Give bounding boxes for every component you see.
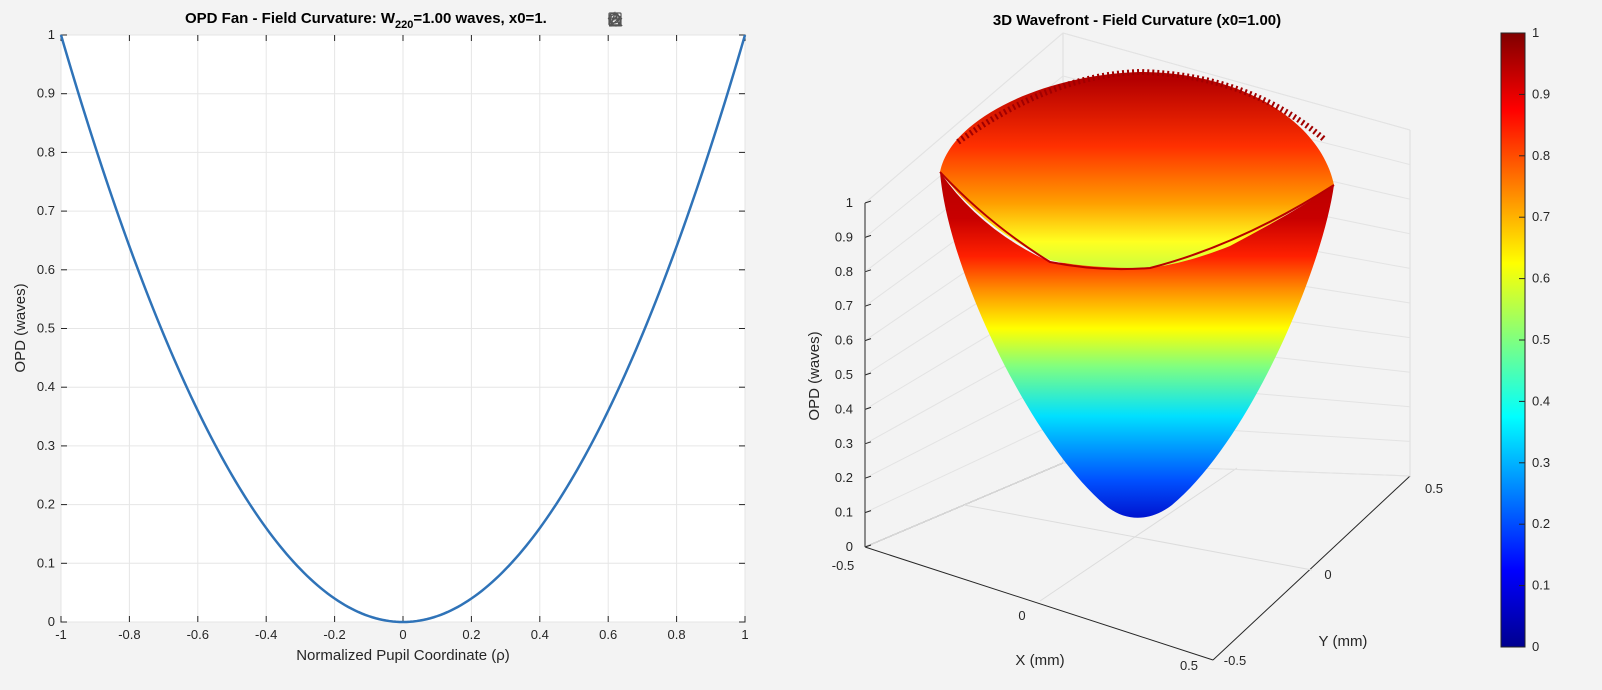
z-tick-labels: 0 0.1 0.2 0.3 0.4 0.5 0.6 0.7 0.8 0.9 1 xyxy=(835,195,853,554)
x-tick-labels: -0.5 0 0.5 xyxy=(832,558,1198,673)
y-tick-label: 0.7 xyxy=(37,203,55,218)
x-tick-label: 0 xyxy=(399,627,406,642)
z-grid-line xyxy=(864,32,1064,204)
z-tick-label: 0.8 xyxy=(835,264,853,279)
colorbar-tick-label: 0.9 xyxy=(1532,86,1550,101)
home-icon[interactable] xyxy=(607,11,758,31)
y-tick-label: 0.8 xyxy=(37,144,55,159)
colorbar-tick-label: 0.1 xyxy=(1532,578,1550,593)
x-tick-label: 0.8 xyxy=(668,627,686,642)
x-tick-label: 0.6 xyxy=(599,627,617,642)
z-tick xyxy=(864,406,872,410)
y-tick-label: 0.5 xyxy=(1425,481,1443,496)
z-tick xyxy=(864,475,872,479)
x-axis-label: X (mm) xyxy=(1015,652,1064,669)
colorbar-tick-label: 0 xyxy=(1532,639,1539,654)
chart-title: OPD Fan - Field Curvature: W220=1.00 wav… xyxy=(185,10,547,31)
colorbar-ticks xyxy=(1519,32,1525,648)
x-tick-label: 0 xyxy=(1018,608,1025,623)
x-tick-label: 0.5 xyxy=(1180,658,1198,673)
colorbar-tick-label: 0.3 xyxy=(1532,455,1550,470)
z-tick-marks xyxy=(864,200,872,548)
x-tick-label: -0.6 xyxy=(187,627,209,642)
z-tick xyxy=(864,200,872,204)
z-tick-label: 0.1 xyxy=(835,505,853,520)
y-tick-label: 0.5 xyxy=(37,321,55,336)
y-tick-label: 0 xyxy=(1324,567,1331,582)
z-tick-label: 0.9 xyxy=(835,229,853,244)
x-tick-label: -1 xyxy=(55,627,67,642)
x-tick-label: -0.5 xyxy=(832,558,854,573)
z-tick xyxy=(864,510,872,514)
y-tick-label: 0.4 xyxy=(37,379,55,394)
x-axis-label: Normalized Pupil Coordinate (ρ) xyxy=(296,647,510,664)
colorbar-tick-label: 1 xyxy=(1532,25,1539,40)
z-axis-label: OPD (waves) xyxy=(806,331,823,420)
z-tick-label: 0.4 xyxy=(835,401,853,416)
tick-marks xyxy=(60,34,746,623)
grid-lines xyxy=(60,34,746,623)
z-tick-label: 0.5 xyxy=(835,367,853,382)
wavefront-surface[interactable] xyxy=(939,68,1335,518)
y-tick-label: 1 xyxy=(48,27,55,42)
opd-fan-series-line xyxy=(59,34,747,624)
y-tick-label: -0.5 xyxy=(1224,653,1246,668)
colorbar-tick-labels: 0 0.1 0.2 0.3 0.4 0.5 0.6 0.7 0.8 0.9 1 xyxy=(1532,25,1550,654)
x-tick-label: 1 xyxy=(741,627,748,642)
colorbar-tick-label: 0.2 xyxy=(1532,516,1550,531)
z-tick-label: 0.6 xyxy=(835,333,853,348)
x-tick-labels: -1 -0.8 -0.6 -0.4 -0.2 0 0.2 0.4 0.6 0.8 1 xyxy=(55,627,748,642)
axes-toolbar xyxy=(606,10,758,32)
z-tick xyxy=(864,269,872,273)
x-tick-label: 0.4 xyxy=(531,627,549,642)
z-tick xyxy=(864,303,872,307)
pan-hand-icon[interactable] xyxy=(610,11,692,31)
z-tick-label: 1 xyxy=(846,195,853,210)
z-tick-label: 0 xyxy=(846,539,853,554)
y-tick-label: 0 xyxy=(48,614,55,629)
y-tick-labels: -0.5 0 0.5 xyxy=(1224,481,1443,668)
z-grid-line xyxy=(864,419,1064,514)
z-tick xyxy=(864,544,872,548)
z-tick xyxy=(864,234,872,238)
datatip-icon[interactable] xyxy=(610,11,648,31)
colorbar-tick-label: 0.7 xyxy=(1532,209,1550,224)
zoom-out-icon[interactable] xyxy=(608,11,736,31)
colorbar-tick-label: 0.5 xyxy=(1532,332,1550,347)
chart-title: 3D Wavefront - Field Curvature (x0=1.00) xyxy=(993,12,1281,29)
y-tick-label: 0.6 xyxy=(37,262,55,277)
wavefront-3d-chart: 0 0.1 0.2 0.3 0.4 0.5 0.6 0.7 0.8 0.9 1 -0.5 0 0.5 -… xyxy=(806,12,1443,673)
z-tick xyxy=(864,441,872,445)
opd-fan-chart: -1 -0.8 -0.6 -0.4 -0.2 0 0.2 0.4 0.6 0.8 1 0 0.1 0.2… xyxy=(12,10,749,664)
z-grid-line xyxy=(864,462,1064,548)
z-tick xyxy=(864,372,872,376)
z-grid-line xyxy=(1062,32,1411,131)
colorbar-tick-label: 0.4 xyxy=(1532,393,1550,408)
x-tick-label: -0.2 xyxy=(323,627,345,642)
x-tick-label: 0.2 xyxy=(462,627,480,642)
colorbar-tick-label: 0.6 xyxy=(1532,271,1550,286)
x-tick-label: -0.8 xyxy=(118,627,140,642)
z-tick-label: 0.7 xyxy=(835,298,853,313)
y-axis-label: OPD (waves) xyxy=(12,283,29,372)
colorbar-tick-label: 0.8 xyxy=(1532,148,1550,163)
y-tick-label: 0.2 xyxy=(37,497,55,512)
y-tick-label: 0.9 xyxy=(37,86,55,101)
x-tick-label: -0.4 xyxy=(255,627,277,642)
y-tick-labels: 0 0.1 0.2 0.3 0.4 0.5 0.6 0.7 0.8 0.9 1 xyxy=(37,27,55,629)
y-tick-label: 0.3 xyxy=(37,438,55,453)
y-axis-label: Y (mm) xyxy=(1319,633,1368,650)
restore-view-icon[interactable] xyxy=(608,11,670,31)
z-tick-label: 0.2 xyxy=(835,470,853,485)
colorbar[interactable]: 0 0.1 0.2 0.3 0.4 0.5 0.6 0.7 0.8 0.9 1 xyxy=(1500,25,1550,654)
zoom-in-icon[interactable] xyxy=(608,11,714,31)
z-tick xyxy=(864,338,872,342)
z-tick-label: 0.3 xyxy=(835,436,853,451)
y-tick-label: 0.1 xyxy=(37,555,55,570)
